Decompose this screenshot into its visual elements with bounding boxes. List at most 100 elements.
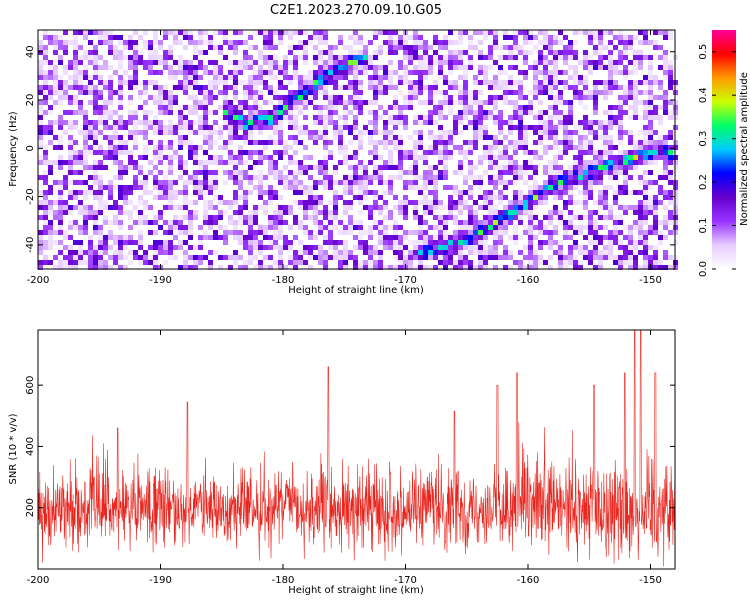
heatmap-cell (238, 30, 243, 35)
heatmap-cell (643, 185, 648, 190)
heatmap-cell (183, 45, 188, 50)
heatmap-cell (398, 115, 403, 120)
heatmap-cell (453, 235, 458, 240)
heatmap-cell (228, 205, 233, 210)
heatmap-cell (348, 140, 353, 145)
heatmap-cell (648, 255, 653, 260)
heatmap-cell (548, 90, 553, 95)
heatmap-cell (288, 80, 293, 85)
heatmap-cell (123, 265, 128, 270)
heatmap-cell (483, 30, 488, 35)
heatmap-cell (403, 50, 408, 55)
heatmap-cell (293, 45, 298, 50)
heatmap-cell (428, 180, 433, 185)
heatmap-cell (463, 70, 468, 75)
heatmap-cell (643, 105, 648, 110)
heatmap-cell (488, 85, 493, 90)
heatmap-cell (73, 205, 78, 210)
heatmap-cell (448, 140, 453, 145)
heatmap-cell (508, 165, 513, 170)
heatmap-cell (483, 65, 488, 70)
heatmap-cell (178, 125, 183, 130)
heatmap-cell (588, 55, 593, 60)
heatmap-cell (153, 230, 158, 235)
heatmap-cell (48, 95, 53, 100)
heatmap-cell (548, 215, 553, 220)
heatmap-cell (228, 170, 233, 175)
heatmap-cell (518, 205, 523, 210)
heatmap-cell (158, 90, 163, 95)
heatmap-cell (258, 160, 263, 165)
heatmap-cell (448, 195, 453, 200)
heatmap-cell (638, 230, 643, 235)
heatmap-cell (603, 135, 608, 140)
heatmap-cell (348, 80, 353, 85)
heatmap-cell (288, 115, 293, 120)
heatmap-cell (43, 225, 48, 230)
heatmap-cell (458, 250, 463, 255)
heatmap-cell (143, 250, 148, 255)
heatmap-cell (238, 215, 243, 220)
heatmap-cell (203, 220, 208, 225)
heatmap-cell (533, 165, 538, 170)
heatmap-cell (663, 190, 668, 195)
heatmap-cell (138, 60, 143, 65)
heatmap-cell (263, 35, 268, 40)
heatmap-cell (383, 240, 388, 245)
heatmap-cell (238, 160, 243, 165)
heatmap-cell (358, 90, 363, 95)
heatmap-cell (78, 225, 83, 230)
heatmap-cell (633, 140, 638, 145)
heatmap-cell (663, 75, 668, 80)
heatmap-cell (98, 205, 103, 210)
heatmap-cell (183, 120, 188, 125)
heatmap-cell (88, 60, 93, 65)
heatmap-cell (668, 70, 673, 75)
heatmap-cell (538, 225, 543, 230)
heatmap-cell (193, 160, 198, 165)
heatmap-cell (548, 165, 553, 170)
heatmap-cell (38, 50, 43, 55)
heatmap-cell (253, 265, 258, 270)
heatmap-cell (558, 110, 563, 115)
heatmap-cell (318, 250, 323, 255)
heatmap-cell (398, 150, 403, 155)
heatmap-cell (608, 135, 613, 140)
heatmap-cell (393, 95, 398, 100)
heatmap-cell (283, 100, 288, 105)
heatmap-cell (203, 115, 208, 120)
heatmap-cell (248, 60, 253, 65)
heatmap-cell (443, 150, 448, 155)
heatmap-cell (68, 210, 73, 215)
heatmap-cell (638, 65, 643, 70)
heatmap-cell (88, 235, 93, 240)
heatmap-cell (438, 65, 443, 70)
heatmap-cell (603, 170, 608, 175)
heatmap-cell (163, 175, 168, 180)
heatmap-cell (38, 140, 43, 145)
heatmap-cell (588, 145, 593, 150)
heatmap-cell (88, 120, 93, 125)
heatmap-cell (643, 170, 648, 175)
heatmap-cell (43, 75, 48, 80)
heatmap-cell (648, 155, 653, 160)
heatmap-cell (473, 80, 478, 85)
heatmap-cell (83, 135, 88, 140)
heatmap-cell (128, 260, 133, 265)
heatmap-cell (443, 130, 448, 135)
heatmap-cell (213, 220, 218, 225)
heatmap-cell (553, 80, 558, 85)
heatmap-cell (103, 265, 108, 270)
heatmap-cell (648, 150, 653, 155)
heatmap-cell (488, 165, 493, 170)
heatmap-cell (418, 65, 423, 70)
heatmap-cell (478, 30, 483, 35)
heatmap-cell (373, 150, 378, 155)
heatmap-cell (263, 225, 268, 230)
heatmap-cell (43, 210, 48, 215)
heatmap-cell (498, 210, 503, 215)
heatmap-cell (518, 70, 523, 75)
heatmap-cell (553, 35, 558, 40)
heatmap-cell (433, 215, 438, 220)
heatmap-cell (333, 250, 338, 255)
